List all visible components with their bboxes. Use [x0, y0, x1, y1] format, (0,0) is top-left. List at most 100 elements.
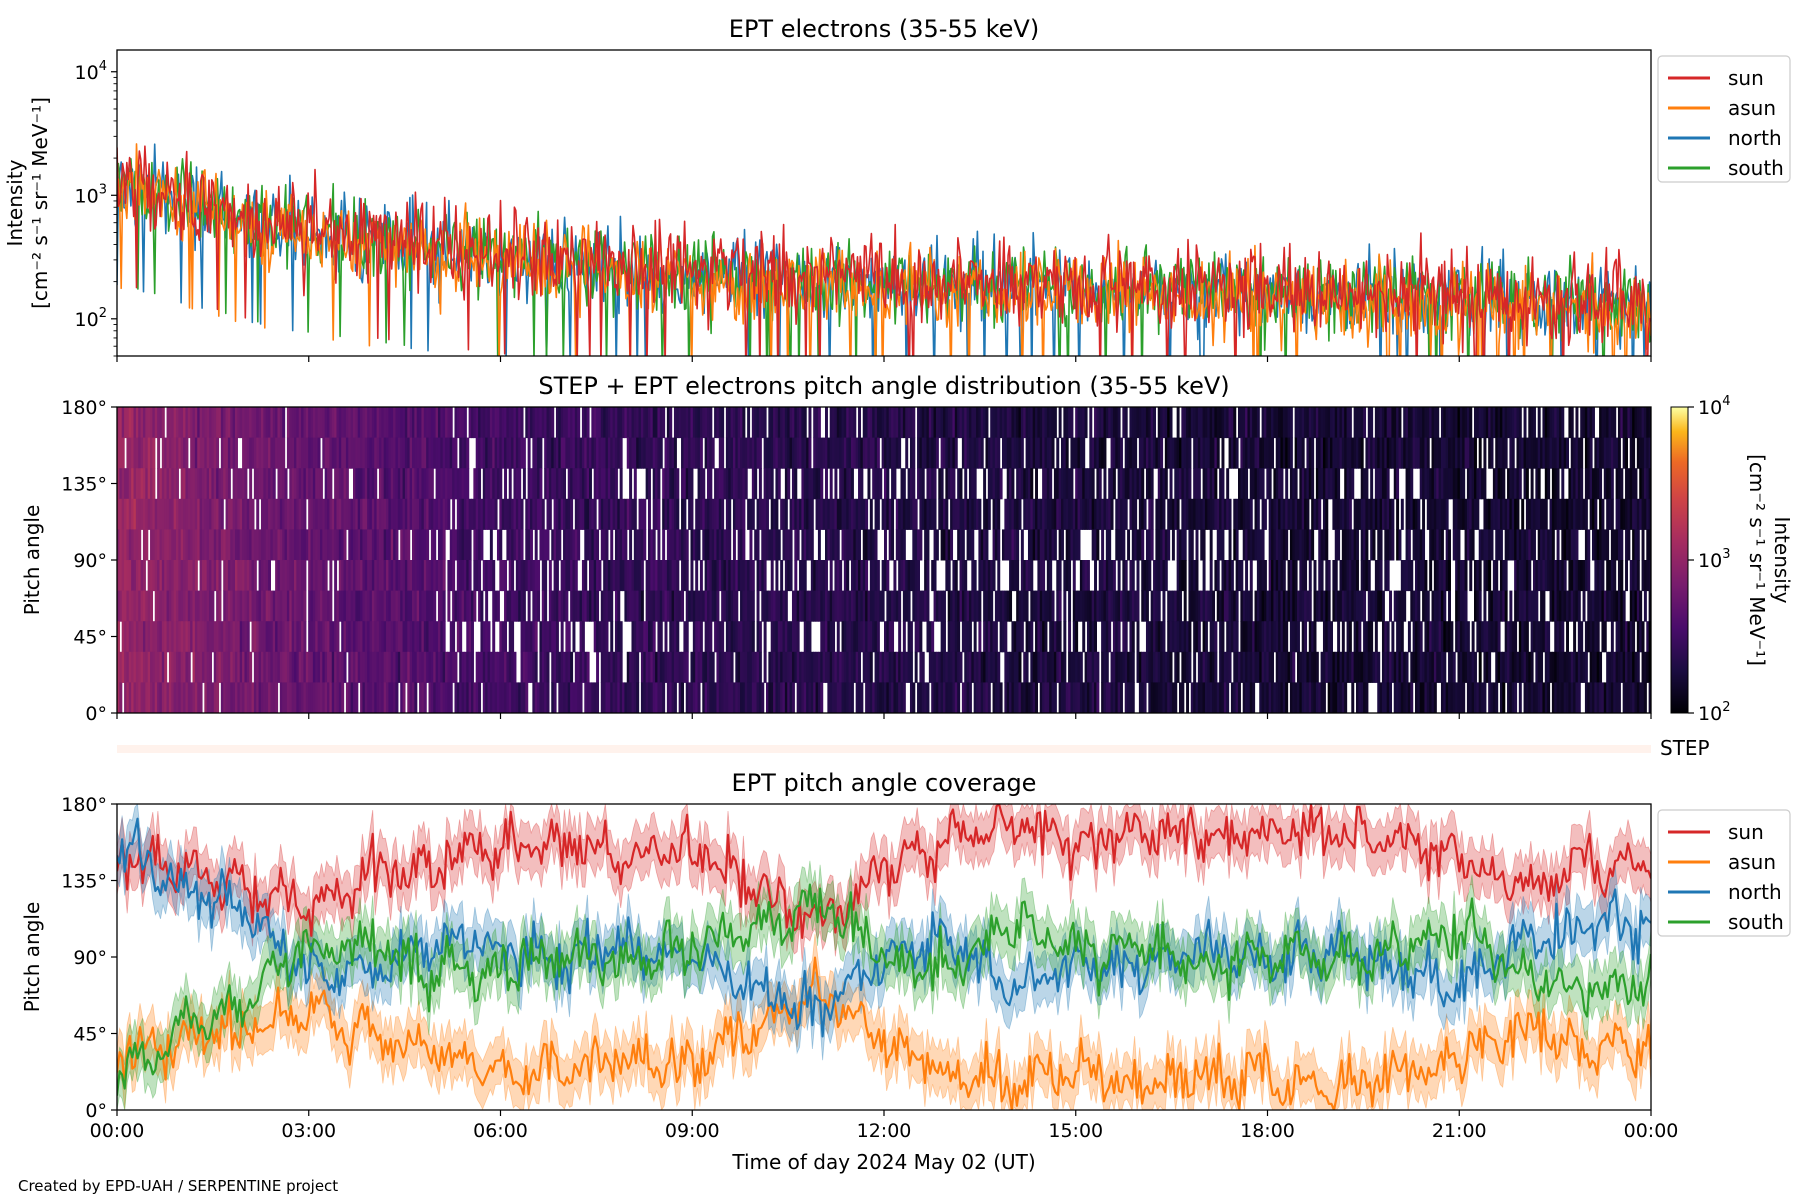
- heat-cell: [1131, 437, 1135, 469]
- heat-cell: [850, 529, 854, 561]
- heat-cell: [884, 437, 887, 469]
- heat-cell: [1457, 651, 1461, 683]
- heat-cell: [1412, 437, 1416, 469]
- heat-cell: [157, 651, 161, 683]
- heat-cell: [345, 682, 349, 713]
- heat-cell: [1212, 468, 1215, 500]
- heat-cell: [301, 437, 305, 469]
- heat-cell: [1356, 498, 1359, 530]
- heat-cell: [1209, 621, 1213, 653]
- heat-cell: [1403, 682, 1407, 713]
- heat-cell: [537, 560, 541, 592]
- heat-cell: [619, 682, 623, 713]
- heat-cell: [381, 651, 385, 683]
- heat-cell: [784, 498, 788, 530]
- heat-cell: [758, 468, 762, 500]
- heat-cell: [1315, 468, 1319, 500]
- heat-cell: [987, 590, 991, 622]
- heat-cell: [1327, 590, 1331, 622]
- heat-cell: [1004, 621, 1008, 653]
- heat-cell: [1051, 621, 1055, 653]
- heat-cell: [612, 407, 616, 439]
- heat-cell: [825, 468, 828, 500]
- heat-cell: [1098, 407, 1102, 439]
- heat-cell: [317, 407, 321, 439]
- heat-cell: [1346, 529, 1350, 561]
- heat-cell: [1344, 682, 1348, 713]
- heat-cell: [645, 621, 649, 653]
- heat-cell: [666, 590, 670, 622]
- heat-cell: [565, 529, 569, 561]
- heat-cell: [494, 498, 498, 530]
- heat-cell: [1247, 651, 1251, 683]
- heat-cell: [782, 682, 786, 713]
- heat-cell: [1188, 468, 1192, 500]
- heat-cell: [874, 407, 878, 439]
- heat-cell: [260, 682, 264, 713]
- heat-cell: [1278, 590, 1282, 622]
- heat-cell: [1162, 682, 1166, 713]
- heat-cell: [860, 468, 864, 500]
- heat-cell: [850, 590, 854, 622]
- heat-cell: [1433, 437, 1437, 469]
- heat-cell: [428, 498, 432, 530]
- heat-cell: [926, 437, 930, 469]
- heat-cell: [546, 437, 550, 469]
- heat-cell: [610, 529, 614, 561]
- heat-cell: [1238, 407, 1241, 439]
- heat-cell: [565, 498, 569, 530]
- heat-cell: [374, 621, 378, 653]
- heat-cell: [338, 560, 342, 592]
- heat-cell: [721, 529, 725, 561]
- heat-cell: [414, 498, 418, 530]
- heat-cell: [168, 407, 172, 439]
- heat-cell: [419, 621, 423, 653]
- heat-cell: [1478, 590, 1482, 622]
- heat-cell: [319, 468, 323, 500]
- heat-cell: [711, 529, 715, 561]
- heat-cell: [223, 621, 227, 653]
- heat-cell: [853, 407, 857, 439]
- heat-cell: [791, 651, 795, 683]
- heat-cell: [1490, 621, 1494, 653]
- heat-cell: [1212, 621, 1215, 653]
- heat-cell: [869, 651, 873, 683]
- heat-cell: [1183, 560, 1187, 592]
- heat-cell: [735, 437, 739, 469]
- heat-cell: [1261, 468, 1265, 500]
- heat-cell: [558, 468, 562, 500]
- heat-cell: [669, 560, 673, 592]
- heat-cell: [407, 498, 411, 530]
- heat-cell: [412, 407, 415, 439]
- heat-cell: [959, 590, 963, 622]
- heat-cell: [843, 560, 847, 592]
- heat-cell: [253, 590, 257, 622]
- heat-cell: [131, 498, 135, 530]
- heat-cell: [801, 682, 805, 713]
- heat-cell: [1072, 437, 1076, 469]
- heat-cell: [463, 682, 467, 713]
- heat-cell: [577, 498, 581, 530]
- heat-cell: [1263, 498, 1267, 530]
- heat-cell: [1193, 621, 1197, 653]
- heat-cell: [251, 529, 255, 561]
- heat-cell: [862, 498, 866, 530]
- heat-cell: [161, 560, 165, 592]
- heat-cell: [1304, 590, 1308, 622]
- heat-cell: [681, 529, 684, 561]
- heat-cell: [348, 651, 352, 683]
- heat-cell: [782, 529, 786, 561]
- heat-cell: [1214, 560, 1218, 592]
- heat-cell: [461, 407, 465, 439]
- heat-cell: [1443, 560, 1447, 592]
- heat-cell: [1181, 682, 1185, 713]
- heat-cell: [223, 682, 227, 713]
- heat-cell: [1483, 529, 1487, 561]
- heat-cell: [260, 560, 264, 592]
- heat-cell: [1245, 590, 1249, 622]
- heat-cell: [480, 529, 484, 561]
- heat-cell: [1455, 682, 1459, 713]
- heat-cell: [931, 498, 935, 530]
- heat-cell: [987, 468, 991, 500]
- heat-cell: [473, 498, 477, 530]
